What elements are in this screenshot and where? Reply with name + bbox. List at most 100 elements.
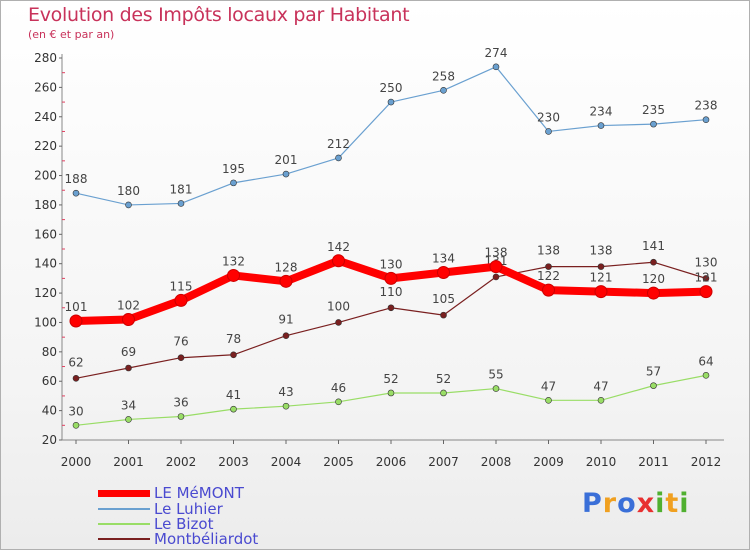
data-point: [597, 263, 605, 270]
data-label: 130: [380, 257, 403, 271]
data-point: [125, 416, 132, 423]
y-tick-label: 60: [42, 374, 57, 388]
data-point: [332, 254, 345, 268]
y-tick-label: 220: [34, 139, 57, 153]
logo-letter: x: [636, 488, 656, 519]
data-label: 91: [278, 313, 293, 327]
data-point: [227, 268, 240, 282]
data-label: 212: [327, 137, 350, 151]
y-tick-label: 80: [42, 345, 57, 359]
data-label: 238: [695, 99, 718, 113]
data-label: 110: [380, 285, 403, 299]
data-label: 188: [65, 172, 88, 186]
data-point: [650, 382, 657, 389]
x-tick-label: 2005: [323, 455, 354, 469]
data-point: [440, 389, 447, 397]
y-tick-label: 100: [34, 315, 57, 329]
x-tick-label: 2007: [428, 455, 459, 469]
data-label: 52: [436, 372, 451, 386]
y-tick-label: 180: [34, 198, 57, 212]
data-label: 46: [331, 381, 346, 395]
data-point: [440, 87, 447, 94]
x-tick-label: 2010: [586, 455, 617, 469]
chart-title: Evolution des Impôts locaux par Habitant: [28, 4, 410, 26]
logo-letter: r: [602, 488, 618, 519]
data-point: [72, 374, 80, 382]
y-tick-label: 200: [34, 169, 57, 183]
legend-item-le-memont: LE MéMONT: [98, 484, 358, 502]
chart-subtitle: (en € et par an): [28, 28, 115, 41]
data-point: [545, 263, 552, 270]
data-label: 128: [275, 260, 298, 274]
data-label: 142: [327, 240, 350, 254]
data-label: 78: [226, 332, 241, 346]
y-tick-label: 240: [34, 110, 57, 124]
data-label: 201: [275, 153, 298, 167]
data-label: 64: [698, 354, 713, 368]
data-point: [122, 313, 135, 327]
legend-item-montbeliardot: Montbéliardot: [98, 530, 358, 548]
data-point: [545, 397, 552, 404]
y-tick-label: 140: [34, 257, 57, 271]
data-point: [702, 372, 710, 379]
y-tick-label: 260: [34, 80, 57, 94]
data-point: [279, 274, 293, 288]
data-point: [699, 285, 713, 299]
x-tick-label: 2008: [481, 455, 512, 469]
legend-swatch: [98, 538, 150, 540]
legend-swatch: [98, 490, 150, 497]
data-label: 47: [593, 379, 608, 393]
data-point: [702, 116, 710, 124]
data-point: [492, 63, 500, 71]
data-point: [72, 422, 80, 429]
data-point: [177, 200, 185, 207]
data-label: 235: [642, 103, 665, 117]
data-label: 138: [590, 244, 613, 258]
data-label: 230: [537, 110, 560, 124]
data-point: [545, 128, 552, 135]
data-label: 180: [117, 184, 140, 198]
x-tick-label: 2009: [533, 455, 564, 469]
x-tick-label: 2012: [691, 455, 722, 469]
y-tick-label: 280: [34, 51, 57, 65]
data-point: [230, 405, 237, 413]
data-label: 57: [646, 365, 661, 379]
data-label: 36: [173, 395, 188, 409]
data-point: [492, 273, 500, 281]
data-label: 250: [380, 81, 403, 95]
legend-label: LE MéMONT: [154, 484, 244, 502]
data-label: 55: [488, 368, 503, 382]
x-tick-label: 2006: [376, 455, 407, 469]
data-point: [177, 354, 185, 362]
data-label: 115: [170, 279, 193, 293]
data-point: [335, 319, 342, 326]
data-point: [647, 286, 660, 300]
data-point: [387, 304, 395, 312]
data-point: [387, 389, 395, 397]
data-label: 52: [383, 372, 398, 386]
data-point: [387, 98, 395, 106]
data-point: [125, 201, 132, 209]
data-point: [542, 283, 555, 297]
data-label: 47: [541, 379, 556, 393]
data-point: [125, 364, 132, 372]
data-label: 105: [432, 292, 455, 306]
data-label: 195: [222, 162, 245, 176]
data-label: 76: [173, 335, 188, 349]
data-label: 121: [590, 271, 613, 285]
logo-letter: o: [617, 488, 637, 519]
logo-letter: t: [665, 488, 680, 519]
x-tick-label: 2002: [166, 455, 197, 469]
x-tick-label: 2004: [271, 455, 302, 469]
data-label: 69: [121, 345, 136, 359]
data-label: 181: [170, 182, 193, 196]
y-tick-label: 160: [34, 227, 57, 241]
data-label: 138: [485, 246, 508, 260]
data-label: 120: [642, 272, 665, 286]
data-point: [489, 260, 503, 274]
y-tick-label: 40: [42, 404, 57, 418]
data-point: [650, 258, 657, 266]
data-point: [437, 266, 450, 280]
x-tick-label: 2001: [113, 455, 144, 469]
